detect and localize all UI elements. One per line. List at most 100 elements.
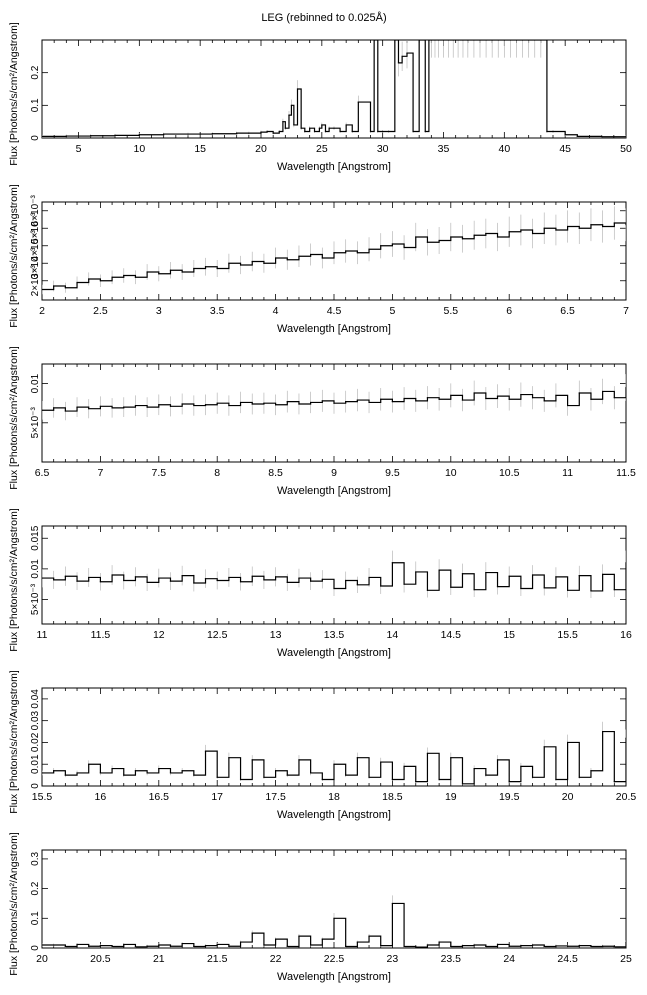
data-point: [204, 750, 207, 752]
x-tick-label: 7: [97, 467, 103, 479]
data-point: [266, 130, 268, 133]
y-tick-label: 4×10⁻³: [30, 230, 41, 262]
x-tick-label: 15: [194, 143, 206, 155]
data-point: [461, 573, 464, 575]
data-point: [324, 130, 327, 133]
y-tick-label: 6×10⁻³: [30, 195, 41, 227]
data-point: [76, 406, 78, 408]
data-point: [181, 575, 183, 577]
data-point: [496, 395, 499, 397]
data-point: [333, 917, 335, 919]
data-point: [286, 581, 288, 583]
data-point: [438, 40, 440, 41]
data-point: [99, 945, 101, 947]
data-point: [602, 730, 604, 733]
data-point: [251, 932, 253, 934]
y-tick-label: 0.01: [30, 559, 41, 579]
data-point: [438, 778, 440, 781]
data-point: [53, 770, 55, 772]
data-point: [345, 945, 347, 948]
y-tick-label: 0: [30, 135, 41, 141]
x-tick-label: 3: [156, 305, 162, 317]
x-tick-label: 18: [328, 791, 340, 803]
data-point: [555, 394, 557, 396]
data-point: [76, 943, 78, 946]
y-tick-label: 0.03: [30, 710, 41, 730]
data-point: [64, 945, 66, 948]
data-point: [438, 398, 440, 400]
data-point: [298, 577, 300, 579]
data-point: [380, 245, 382, 247]
x-tick-label: 11.5: [616, 467, 636, 479]
data-point: [204, 266, 207, 268]
data-point: [275, 404, 277, 406]
data-point: [356, 584, 358, 586]
data-point: [298, 255, 300, 257]
data-point: [356, 757, 358, 759]
data-point: [318, 127, 320, 129]
chart-panel-1: 5 10 15 20 25 30 35 40 45 50 0 0.1 0.2 Wavelength [An…: [8, 22, 632, 173]
data-point: [53, 579, 55, 581]
data-point: [293, 124, 295, 126]
data-point: [380, 945, 382, 947]
x-tick-label: 23.5: [441, 953, 462, 965]
y-tick-label: 3×10⁻³: [30, 247, 41, 279]
data-point: [53, 944, 55, 946]
data-point: [76, 772, 78, 774]
data-point: [275, 938, 277, 940]
data-point: [391, 401, 393, 403]
data-point: [442, 40, 445, 41]
data-point: [625, 737, 626, 739]
x-tick-label: 18.5: [382, 791, 403, 803]
data-point: [158, 404, 160, 406]
data-point: [508, 575, 510, 577]
data-point: [321, 257, 323, 259]
data-point: [438, 941, 440, 943]
data-point: [298, 759, 300, 761]
data-point: [625, 941, 626, 943]
data-point: [403, 765, 405, 768]
data-point: [528, 40, 530, 41]
data-point: [114, 134, 116, 136]
y-tick-label: 0.3: [30, 852, 41, 866]
x-tick-label: 9: [331, 467, 337, 479]
x-tick-label: 11.5: [91, 629, 111, 641]
data-point: [239, 264, 242, 266]
data-point: [403, 945, 405, 948]
x-tick-label: 40: [498, 143, 510, 155]
data-point: [328, 127, 330, 129]
data-point: [169, 269, 172, 271]
data-point: [520, 393, 522, 396]
data-point: [356, 252, 358, 254]
data-point: [496, 759, 499, 761]
data-point: [578, 575, 580, 577]
data-point: [99, 581, 101, 583]
data-point: [578, 945, 580, 947]
data-point: [333, 763, 335, 765]
data-point: [567, 404, 569, 407]
data-point: [345, 250, 347, 252]
data-point: [485, 571, 487, 574]
data-point: [450, 945, 452, 948]
data-point: [282, 121, 284, 123]
x-tick-label: 6.5: [35, 467, 50, 479]
data-point: [169, 580, 172, 582]
data-point: [403, 397, 405, 400]
data-point: [333, 587, 335, 590]
data-point: [309, 127, 311, 129]
data-point: [576, 135, 578, 137]
data-point: [625, 224, 626, 226]
data-point: [76, 281, 78, 284]
data-point: [590, 945, 592, 948]
data-point: [388, 130, 390, 133]
data-point: [146, 945, 148, 947]
x-tick-label: 24: [503, 953, 515, 965]
data-point: [99, 280, 101, 282]
data-point: [368, 401, 370, 404]
y-axis-label: Flux [Photons/s/cm²/Angstrom]: [8, 184, 20, 328]
chart-panel-6: 20 20.5 21 21.5 22 22.5 23 23.5 24 24.5 25 0 0.1 0.2 0…: [8, 832, 632, 983]
data-point: [42, 944, 43, 946]
data-group: [42, 40, 626, 138]
data-point: [228, 757, 230, 759]
